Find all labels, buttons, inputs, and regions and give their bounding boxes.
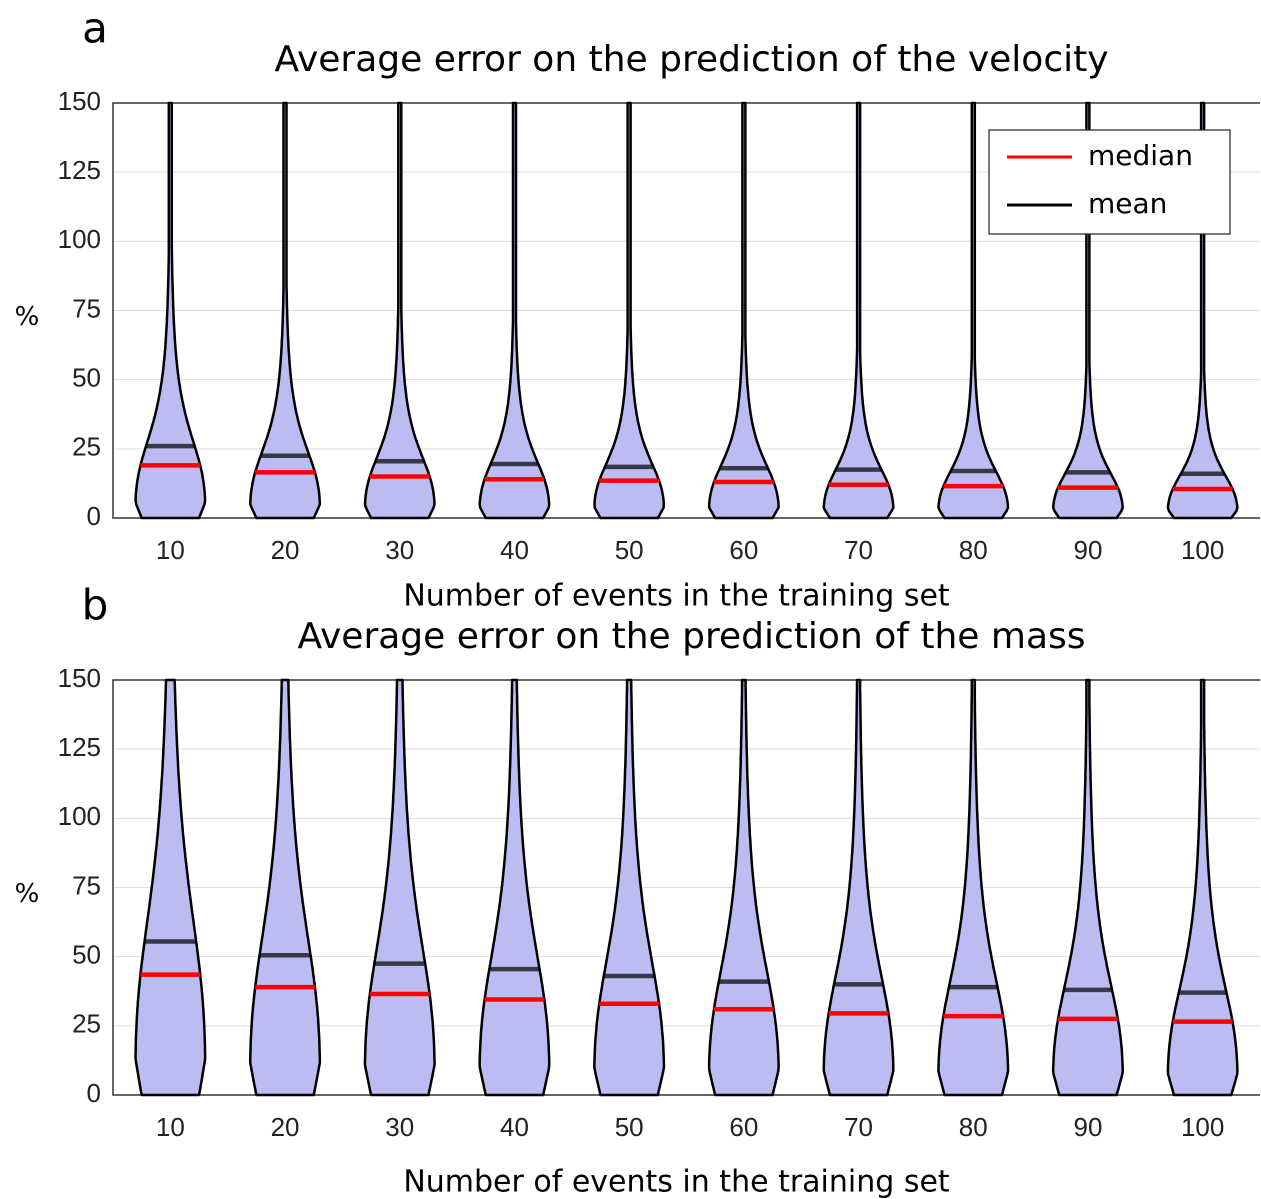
violin [248,678,322,1097]
panel-label: a [82,4,108,53]
legend-label: median [1088,139,1193,172]
x-tick-label: 20 [271,535,300,565]
violin [134,678,207,1097]
x-tick-label: 50 [615,535,644,565]
x-axis-label: Number of events in the training set [403,1165,950,1199]
chart-title: Average error on the prediction of the v… [274,39,1108,80]
violin [937,678,1010,1097]
x-tick-label: 30 [385,1112,414,1142]
x-tick-label: 50 [615,1112,644,1142]
y-tick-label: 150 [58,663,101,693]
legend-box [988,129,1231,235]
violin [593,101,666,520]
violin [1166,101,1239,520]
violin [478,101,551,520]
violin [937,101,1010,520]
x-tick-label: 70 [844,1112,873,1142]
y-tick-label: 150 [58,86,101,116]
y-tick-label: 125 [58,732,101,762]
x-tick-label: 30 [385,535,414,565]
x-tick-label: 20 [271,1112,300,1142]
violin [822,101,895,520]
y-tick-label: 25 [72,1009,101,1039]
x-tick-label: 60 [729,535,758,565]
x-tick-label: 70 [844,535,873,565]
violin [707,101,780,520]
y-tick-label: 100 [58,224,101,254]
y-tick-label: 0 [87,501,101,531]
x-tick-label: 90 [1073,535,1102,565]
x-tick-label: 10 [156,1112,185,1142]
y-tick-label: 75 [72,293,101,323]
x-tick-label: 60 [729,1112,758,1142]
violin [593,678,666,1097]
x-axis-label: Number of events in the training set [403,579,950,614]
violin [248,101,322,520]
chart-title: Average error on the prediction of the m… [297,616,1085,657]
x-tick-label: 40 [500,535,529,565]
violin [363,101,436,520]
x-tick-label: 80 [959,535,988,565]
violin [707,678,780,1097]
x-tick-label: 10 [156,535,185,565]
violin [822,678,895,1097]
y-axis-label: % [15,302,40,332]
axis-frame [112,679,1260,1096]
y-tick-label: 50 [72,940,101,970]
panel-label: b [82,581,109,630]
legend-label: mean [1088,187,1167,220]
x-tick-label: 100 [1181,1112,1224,1142]
violin [478,678,551,1097]
y-tick-label: 0 [87,1078,101,1108]
x-tick-label: 40 [500,1112,529,1142]
x-tick-label: 80 [959,1112,988,1142]
violin [363,678,436,1097]
violin [134,101,207,520]
y-tick-label: 125 [58,155,101,185]
axis-frame [112,102,1260,519]
y-axis-label: % [15,879,40,909]
y-tick-label: 50 [72,363,101,393]
x-tick-label: 100 [1181,535,1224,565]
y-tick-label: 100 [58,801,101,831]
y-tick-label: 75 [72,870,101,900]
y-tick-label: 25 [72,432,101,462]
x-tick-label: 90 [1073,1112,1102,1142]
violin [1051,101,1124,520]
